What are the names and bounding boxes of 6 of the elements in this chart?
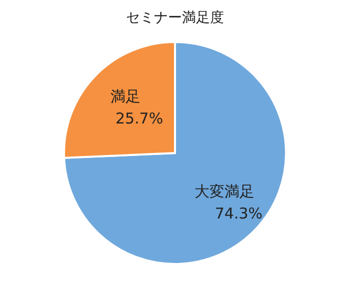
pie-slice <box>63 41 287 265</box>
chart-title: セミナー満足度 <box>126 10 224 26</box>
data-label: 25.7% <box>115 109 164 128</box>
data-label: 74.3% <box>214 204 263 223</box>
slice-label: 大変満足 <box>194 182 255 201</box>
slice-label: 満足 <box>110 87 140 106</box>
